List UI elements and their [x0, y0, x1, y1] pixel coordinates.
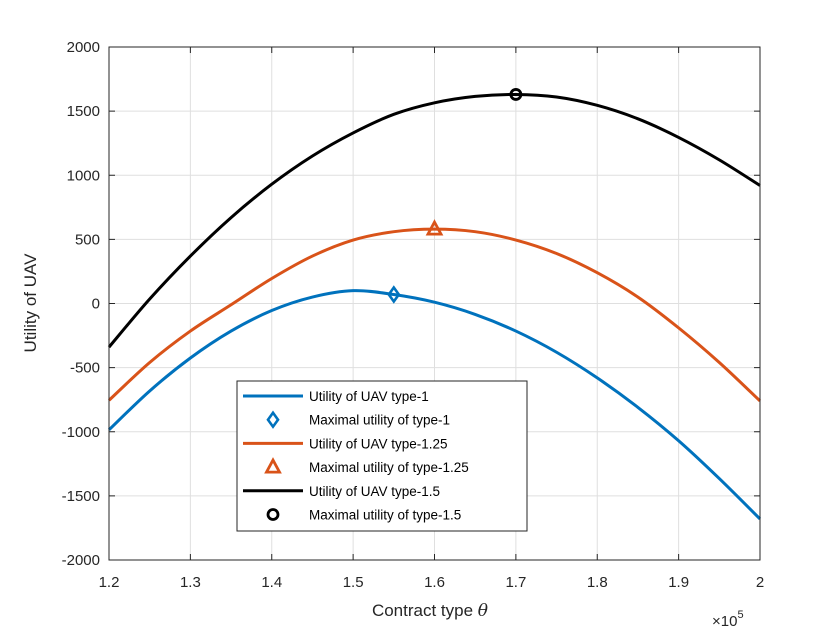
legend-marker-circle	[266, 508, 280, 521]
legend-entry: Maximal utility of type-1.25	[309, 460, 469, 475]
x-tick-label: 1.9	[668, 574, 689, 591]
y-tick-label: 2000	[67, 39, 100, 56]
y-tick-label: 1000	[67, 167, 100, 184]
x-tick-label: 1.7	[505, 574, 526, 591]
y-axis-ticks: -2000 -1500 -1000 -500 0 500 1000 1500 2000	[62, 39, 760, 569]
series-lines	[107, 92, 762, 521]
x-axis-exponent-base: ×10	[712, 613, 737, 630]
legend-entry: Utility of UAV type-1	[309, 389, 429, 404]
x-axis-label-text: Contract type	[372, 601, 473, 620]
series-line-3	[107, 92, 761, 349]
x-tick-label: 1.8	[587, 574, 608, 591]
x-axis-exponent: ×105	[712, 609, 744, 630]
legend-marker-triangle	[264, 457, 282, 474]
y-tick-label: -500	[70, 360, 100, 377]
y-tick-label: -2000	[62, 552, 100, 569]
legend-entry: Maximal utility of type-1.5	[309, 508, 461, 523]
legend-entry: Utility of UAV type-1.25	[309, 436, 448, 451]
x-axis-label: Contract type θ	[372, 601, 488, 621]
x-tick-label: 2	[756, 574, 764, 591]
legend-entry: Utility of UAV type-1.5	[309, 484, 440, 499]
x-tick-label: 1.6	[424, 574, 445, 591]
y-tick-label: 1500	[67, 103, 100, 120]
y-tick-label: 500	[75, 231, 100, 248]
legend-entry: Maximal utility of type-1	[309, 413, 450, 428]
x-tick-label: 1.4	[261, 574, 282, 591]
series-line-1	[107, 289, 762, 521]
y-tick-label: -1000	[62, 424, 100, 441]
legend-box	[236, 380, 528, 532]
x-tick-label: 1.2	[99, 574, 120, 591]
max-marker-diamond	[387, 285, 401, 304]
x-axis-exponent-power: 5	[737, 609, 743, 621]
y-axis-label: Utility of UAV	[21, 253, 40, 353]
legend-marker-diamond	[266, 410, 280, 429]
x-axis-ticks: 1.2 1.3 1.4 1.5 1.6 1.7 1.8 1.9 2	[99, 47, 764, 591]
y-tick-label: -1500	[62, 488, 100, 505]
x-tick-label: 1.3	[180, 574, 201, 591]
max-marker-triangle	[425, 219, 444, 236]
max-markers	[387, 88, 523, 304]
y-tick-label: 0	[92, 296, 100, 313]
x-tick-label: 1.5	[343, 574, 364, 591]
series-line-2	[107, 227, 762, 403]
x-axis-theta-symbol: θ	[478, 601, 488, 621]
max-marker-circle	[509, 88, 523, 101]
legend: Utility of UAV type-1 Maximal utility of …	[236, 380, 528, 532]
